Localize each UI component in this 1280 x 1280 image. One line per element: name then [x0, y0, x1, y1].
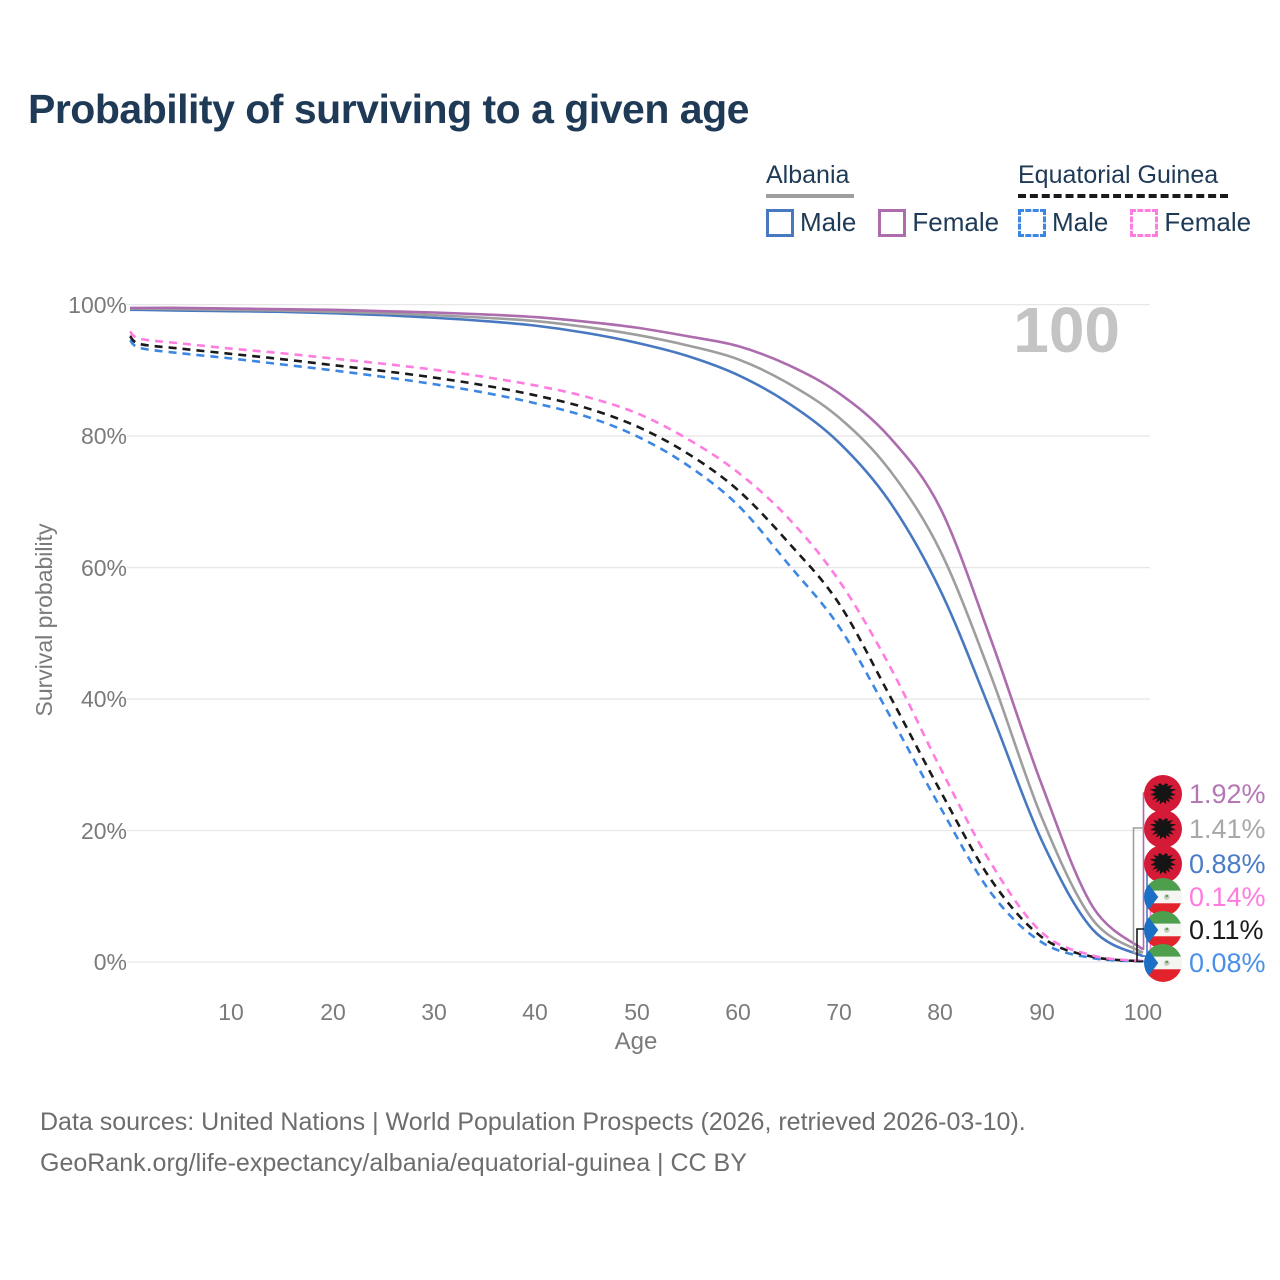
- end-label-value: 0.88%: [1189, 848, 1266, 879]
- legend-label-eq-guinea-female[interactable]: Female: [1164, 207, 1252, 237]
- albania-flag-icon: [1144, 810, 1182, 848]
- watermark-age-100: 100: [1013, 294, 1120, 366]
- x-tick-label: 20: [320, 999, 346, 1025]
- legend-label-albania-female[interactable]: Female: [912, 207, 1000, 237]
- end-label-value: 1.92%: [1189, 778, 1266, 809]
- y-tick-label: 20%: [80, 818, 127, 844]
- albania-flag-icon: [1144, 845, 1182, 883]
- end-label-value: 0.11%: [1189, 914, 1264, 945]
- y-tick-label: 80%: [80, 423, 127, 449]
- y-tick-label: 60%: [80, 555, 127, 581]
- leader-line-albania-both: [1132, 827, 1146, 954]
- x-tick-label: 50: [624, 999, 650, 1025]
- end-label-value: 1.41%: [1189, 813, 1266, 844]
- legend-label-albania-male[interactable]: Male: [800, 207, 857, 237]
- end-label-eq-guinea-both: 0.11%: [1144, 911, 1264, 949]
- legend-swatch-albania-female[interactable]: [878, 208, 907, 237]
- equatorial-guinea-flag-icon: [1144, 911, 1182, 949]
- y-tick-label: 40%: [80, 686, 127, 712]
- data-sources-note: Data sources: United Nations | World Pop…: [40, 1108, 1026, 1136]
- end-label-eq-guinea-male: 0.08%: [1144, 944, 1266, 982]
- legend-label-eq-guinea-male[interactable]: Male: [1052, 207, 1109, 237]
- x-axis-title: Age: [614, 1028, 658, 1055]
- series-line-albania-male: [129, 308, 1144, 958]
- x-tick-label: 30: [421, 999, 447, 1025]
- end-label-albania-both: 1.41%: [1144, 810, 1266, 848]
- legend-group-albania: Albania Male Female: [766, 161, 1021, 238]
- x-tick-label: 40: [522, 999, 548, 1025]
- y-tick-label: 0%: [93, 949, 127, 975]
- equatorial-guinea-flag-icon: [1144, 878, 1182, 916]
- albania-flag-icon: [1144, 775, 1182, 813]
- x-tick-label: 10: [218, 999, 244, 1025]
- end-label-albania-female: 1.92%: [1144, 775, 1266, 813]
- x-tick-label: 90: [1029, 999, 1055, 1025]
- equatorial-guinea-flag-icon: [1144, 944, 1182, 982]
- legend-underline-solid: [766, 194, 854, 198]
- legend-country-albania: Albania: [766, 161, 850, 189]
- leader-line-eq-guinea-both: [1136, 928, 1146, 963]
- series-line-albania-both: [129, 307, 1144, 954]
- source-url-note: GeoRank.org/life-expectancy/albania/equa…: [40, 1149, 747, 1177]
- legend-underline-dashed: [1018, 194, 1228, 198]
- series-line-eq-guinea-female: [129, 330, 1144, 963]
- series-line-albania-female: [130, 306, 1144, 951]
- legend-swatch-eq-guinea-female[interactable]: [1130, 208, 1159, 237]
- series-line-eq-guinea-both: [129, 335, 1144, 963]
- legend-swatch-eq-guinea-male[interactable]: [1018, 208, 1046, 237]
- legend-swatch-albania-male[interactable]: [766, 208, 794, 237]
- series-line-eq-guinea-male: [129, 339, 1144, 963]
- page-title: Probability of surviving to a given age: [28, 86, 749, 132]
- end-label-value: 0.14%: [1189, 881, 1266, 912]
- x-tick-label: 80: [927, 999, 953, 1025]
- x-tick-label: 100: [1123, 999, 1163, 1025]
- end-label-eq-guinea-female: 0.14%: [1144, 878, 1266, 916]
- legend-group-equatorial-guinea: Equatorial Guinea Male Female: [1018, 161, 1273, 238]
- x-tick-label: 70: [826, 999, 852, 1025]
- y-tick-label: 100%: [68, 292, 127, 318]
- end-label-value: 0.08%: [1189, 947, 1266, 978]
- y-axis-title: Survival probability: [31, 523, 57, 717]
- end-label-albania-male: 0.88%: [1144, 845, 1266, 883]
- x-tick-label: 60: [725, 999, 751, 1025]
- legend-country-equatorial-guinea: Equatorial Guinea: [1018, 161, 1219, 189]
